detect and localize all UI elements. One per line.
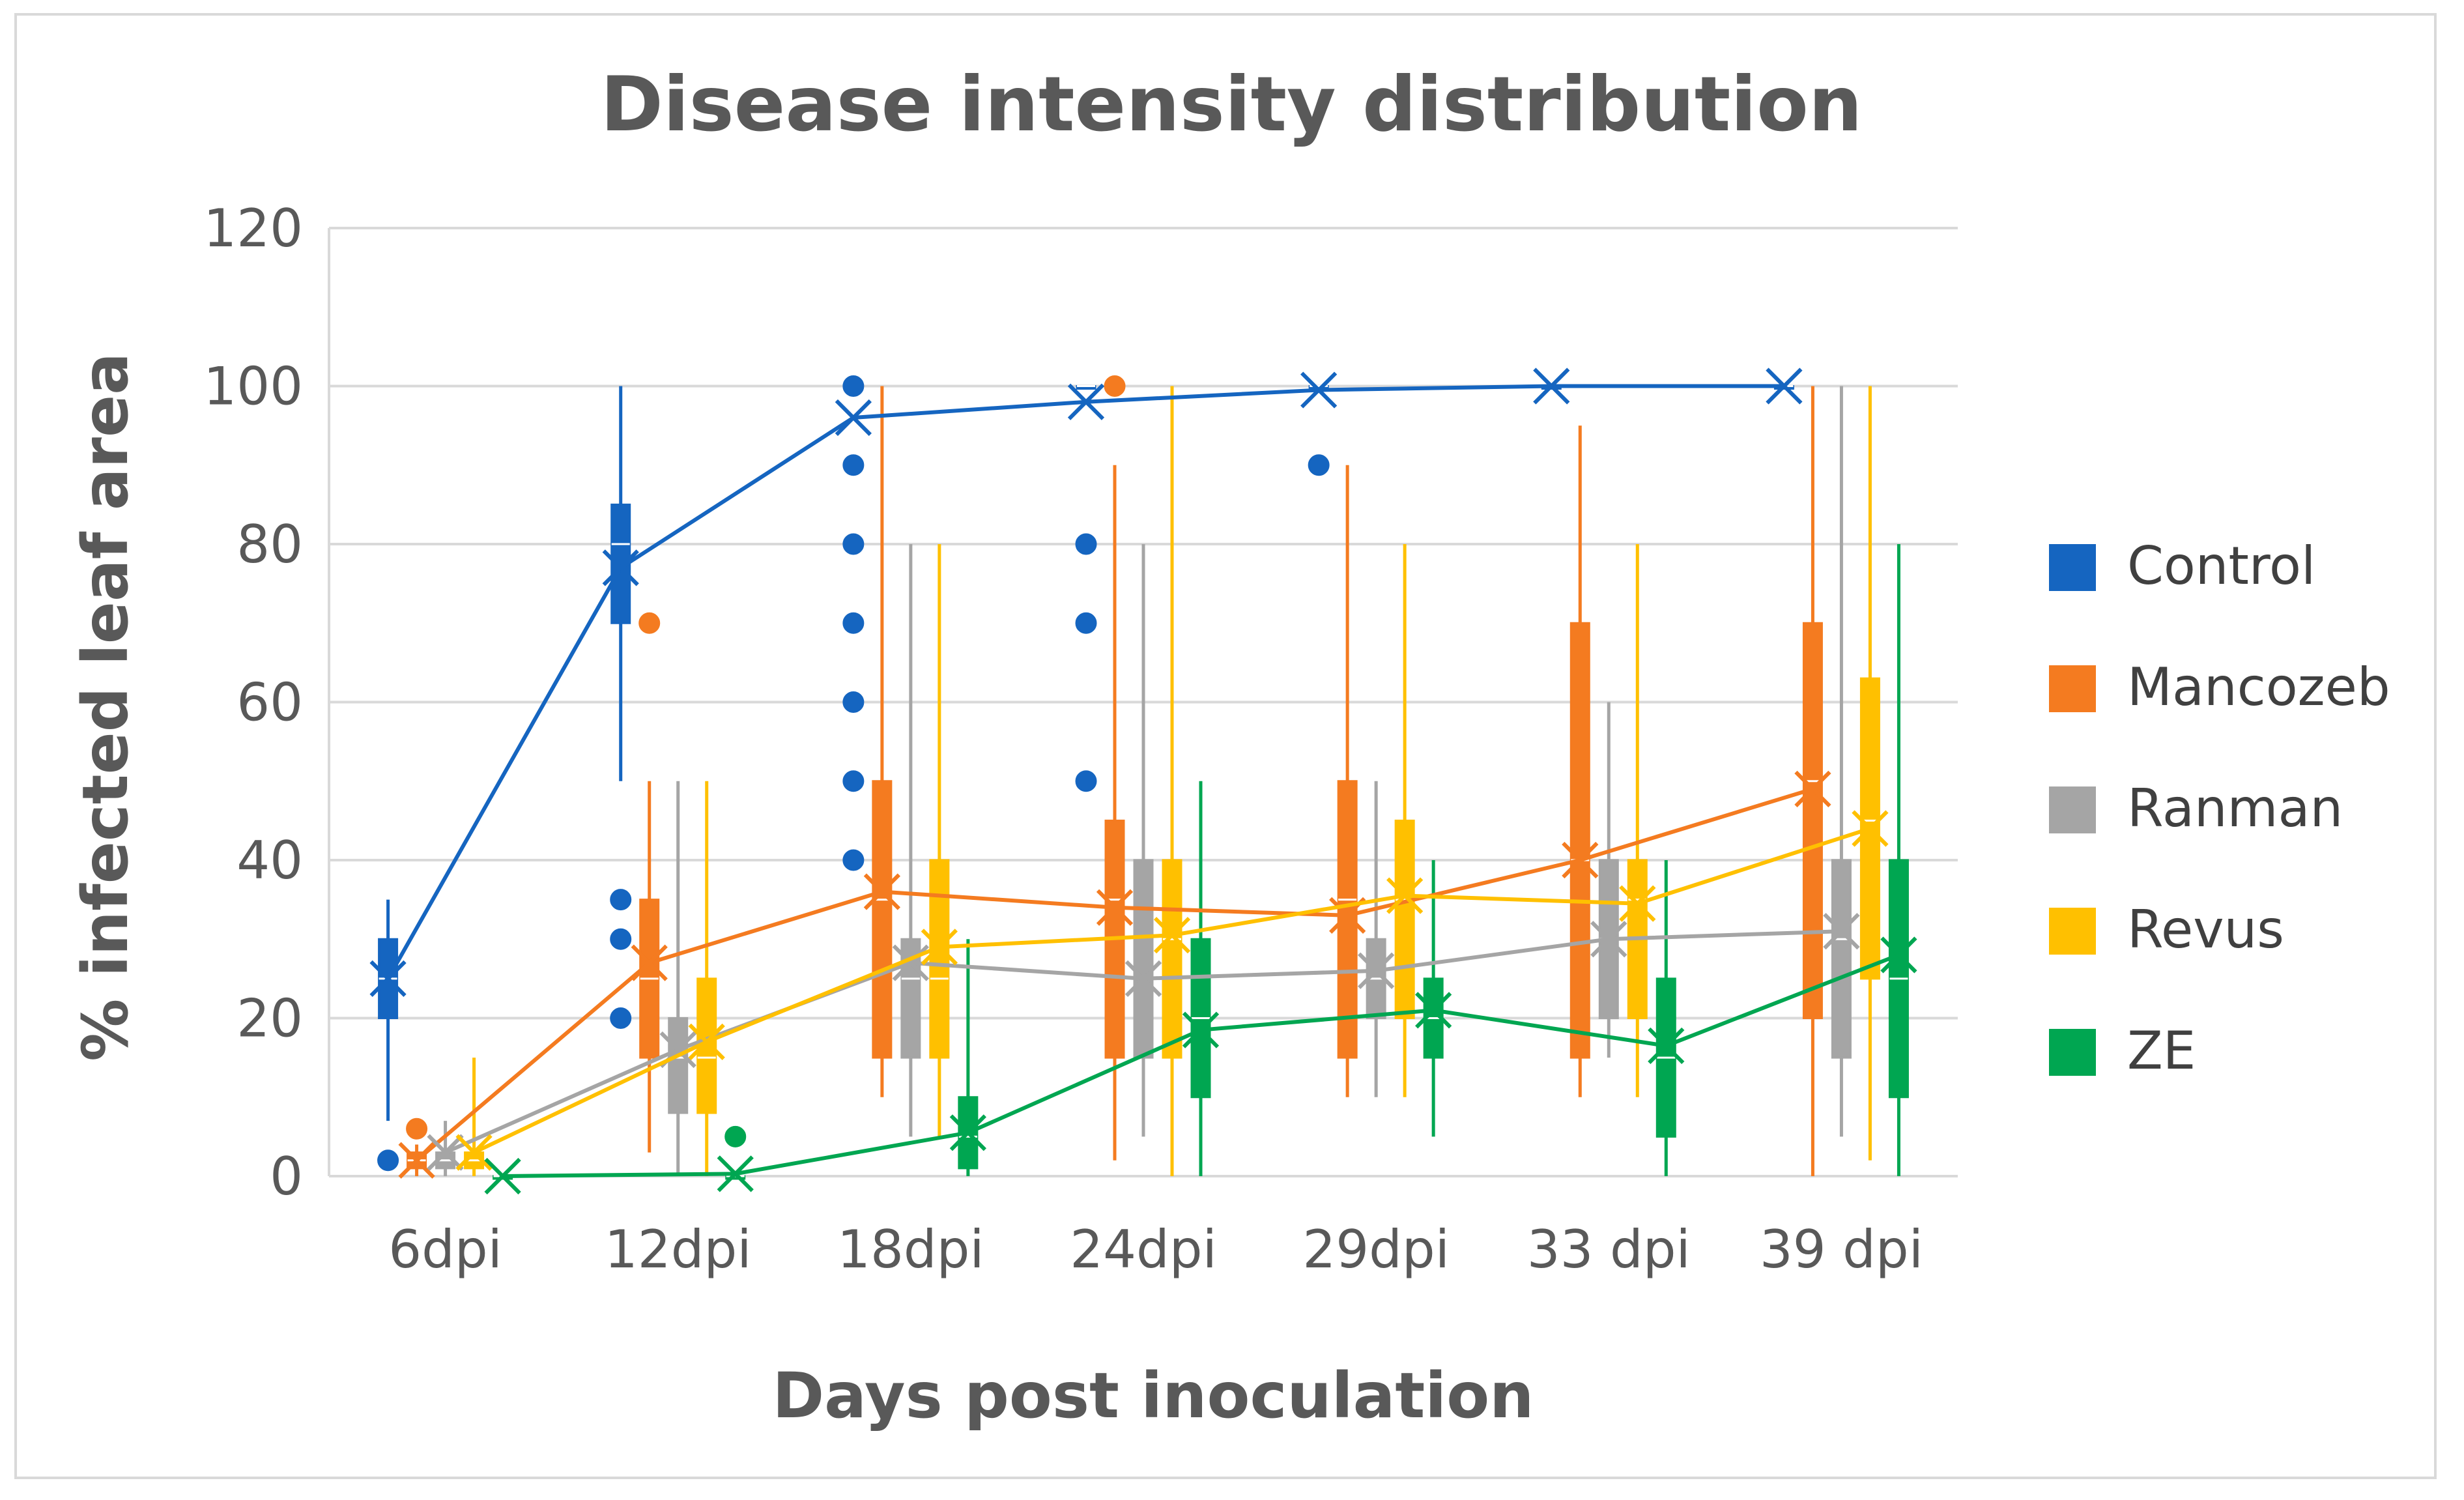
mean-line-control bbox=[369, 368, 1803, 998]
x-tick-label: 39 dpi bbox=[1760, 1219, 1923, 1280]
x-tick-label: 24dpi bbox=[1070, 1219, 1217, 1280]
outlier-point bbox=[406, 1118, 428, 1140]
legend-label-revus: Revus bbox=[2127, 899, 2284, 960]
legend-label-control: Control bbox=[2127, 536, 2315, 596]
legend: Control Mancozeb Ranman Revus ZE bbox=[2049, 536, 2390, 1081]
box bbox=[929, 859, 950, 1059]
mean-marker bbox=[427, 1134, 464, 1171]
x-tick-label: 18dpi bbox=[837, 1219, 984, 1280]
y-tick-label: 120 bbox=[203, 198, 303, 259]
box bbox=[1133, 859, 1154, 1059]
x-tick-label: 12dpi bbox=[605, 1219, 752, 1280]
outlier-point bbox=[1308, 454, 1330, 476]
outlier-point bbox=[1104, 375, 1126, 397]
legend-swatch-ranman bbox=[2049, 786, 2096, 833]
mean-marker bbox=[1182, 1011, 1220, 1048]
outlier-point bbox=[842, 375, 865, 397]
x-tick-label: 6dpi bbox=[388, 1219, 502, 1280]
outlier-point bbox=[1075, 533, 1097, 555]
mean-marker bbox=[688, 1023, 725, 1061]
mean-marker bbox=[398, 1142, 435, 1179]
mean-marker bbox=[1794, 770, 1831, 808]
mean-marker bbox=[921, 929, 958, 966]
mean-marker bbox=[835, 399, 872, 437]
mean-marker bbox=[1153, 917, 1191, 954]
mean-marker bbox=[949, 1114, 986, 1151]
y-axis-title: % infected leaf area bbox=[69, 353, 142, 1061]
outlier-point bbox=[842, 454, 865, 476]
mean-marker bbox=[863, 873, 900, 910]
mean-marker bbox=[717, 1155, 754, 1192]
mean-marker bbox=[892, 944, 929, 981]
mean-marker bbox=[1852, 810, 1889, 847]
x-tick-label: 29dpi bbox=[1302, 1219, 1450, 1280]
outlier-point bbox=[1075, 612, 1097, 634]
mean-marker bbox=[369, 960, 407, 998]
chart-title: Disease intensity distribution bbox=[601, 61, 1863, 149]
mean-marker bbox=[1648, 1027, 1685, 1065]
outlier-point bbox=[724, 1125, 747, 1147]
outlier-point bbox=[842, 849, 865, 871]
plot-area bbox=[369, 368, 1917, 1195]
mean-line-ranman bbox=[427, 913, 1860, 1171]
outlier-point bbox=[610, 928, 632, 950]
legend-swatch-mancozeb bbox=[2049, 665, 2096, 712]
y-tick-label: 20 bbox=[236, 988, 303, 1049]
mean-marker bbox=[1067, 383, 1105, 420]
box bbox=[1802, 622, 1823, 1019]
y-tick-label: 80 bbox=[236, 514, 303, 575]
mean-marker bbox=[1823, 913, 1860, 950]
box bbox=[1569, 622, 1590, 1059]
mean-marker bbox=[1590, 921, 1627, 958]
mean-marker bbox=[484, 1157, 521, 1195]
outlier-point bbox=[1075, 770, 1097, 792]
legend-label-mancozeb: Mancozeb bbox=[2127, 657, 2390, 717]
mean-marker bbox=[1300, 371, 1338, 409]
mean-marker bbox=[602, 549, 639, 586]
outlier-point bbox=[842, 770, 865, 792]
outlier-point bbox=[842, 691, 865, 713]
mean-marker bbox=[631, 944, 668, 981]
y-tick-label: 100 bbox=[203, 356, 303, 417]
mean-marker bbox=[1415, 992, 1452, 1029]
y-tick-label: 40 bbox=[236, 830, 303, 891]
gridlines: 0 20 40 60 80 100 120 6dpi 12dpi 18dpi 24dpi 29dpi 3… bbox=[203, 198, 1958, 1280]
box bbox=[1831, 859, 1852, 1059]
legend-swatch-control bbox=[2049, 544, 2096, 591]
legend-swatch-ze bbox=[2049, 1029, 2096, 1076]
outlier-point bbox=[842, 612, 865, 634]
mean-marker bbox=[1562, 841, 1599, 879]
mean-marker bbox=[1766, 368, 1803, 405]
mean-line-mancozeb bbox=[398, 770, 1831, 1179]
x-tick-label: 33 dpi bbox=[1527, 1219, 1691, 1280]
legend-swatch-revus bbox=[2049, 908, 2096, 955]
chart-frame bbox=[14, 13, 2437, 1479]
box bbox=[872, 780, 893, 1059]
outlier-point bbox=[842, 533, 865, 555]
mean-marker bbox=[455, 1134, 493, 1171]
x-axis-title: Days post inoculation bbox=[772, 1359, 1534, 1432]
legend-label-ze: ZE bbox=[2127, 1020, 2196, 1081]
mean-marker bbox=[1880, 936, 1917, 974]
legend-label-ranman: Ranman bbox=[2127, 778, 2343, 839]
mean-marker bbox=[1619, 885, 1656, 922]
outlier-point bbox=[610, 1007, 632, 1029]
y-tick-label: 60 bbox=[236, 672, 303, 733]
mean-line-revus bbox=[455, 810, 1889, 1171]
outlier-point bbox=[610, 889, 632, 911]
outlier-point bbox=[377, 1149, 399, 1172]
mean-marker bbox=[1533, 368, 1570, 405]
y-tick-label: 0 bbox=[270, 1146, 303, 1207]
mean-marker bbox=[1125, 960, 1162, 998]
box bbox=[1162, 859, 1182, 1059]
mean-marker bbox=[1096, 889, 1134, 926]
box bbox=[668, 1017, 689, 1114]
outlier-point bbox=[638, 612, 661, 634]
mean-marker bbox=[1386, 877, 1424, 914]
mean-line-ze bbox=[484, 936, 1917, 1195]
mean-marker bbox=[1358, 952, 1395, 989]
box bbox=[1394, 819, 1415, 1019]
